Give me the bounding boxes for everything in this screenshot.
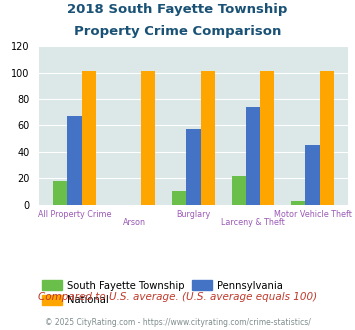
Text: Property Crime Comparison: Property Crime Comparison: [74, 25, 281, 38]
Bar: [141, 71, 155, 205]
Bar: [246, 107, 260, 205]
Bar: [201, 71, 215, 205]
Bar: [82, 71, 96, 205]
Bar: [291, 201, 305, 205]
Text: All Property Crime: All Property Crime: [38, 210, 111, 219]
Bar: [320, 71, 334, 205]
Bar: [231, 176, 246, 205]
Bar: [67, 116, 82, 205]
Bar: [53, 181, 67, 205]
Text: Arson: Arson: [122, 218, 146, 227]
Text: Burglary: Burglary: [176, 210, 211, 219]
Legend: South Fayette Township, National, Pennsylvania: South Fayette Township, National, Pennsy…: [38, 276, 287, 309]
Text: Motor Vehicle Theft: Motor Vehicle Theft: [273, 210, 351, 219]
Text: © 2025 CityRating.com - https://www.cityrating.com/crime-statistics/: © 2025 CityRating.com - https://www.city…: [45, 318, 310, 327]
Text: Larceny & Theft: Larceny & Theft: [221, 218, 285, 227]
Bar: [186, 129, 201, 205]
Text: Compared to U.S. average. (U.S. average equals 100): Compared to U.S. average. (U.S. average …: [38, 292, 317, 302]
Bar: [260, 71, 274, 205]
Bar: [172, 191, 186, 205]
Text: 2018 South Fayette Township: 2018 South Fayette Township: [67, 3, 288, 16]
Bar: [305, 145, 320, 205]
